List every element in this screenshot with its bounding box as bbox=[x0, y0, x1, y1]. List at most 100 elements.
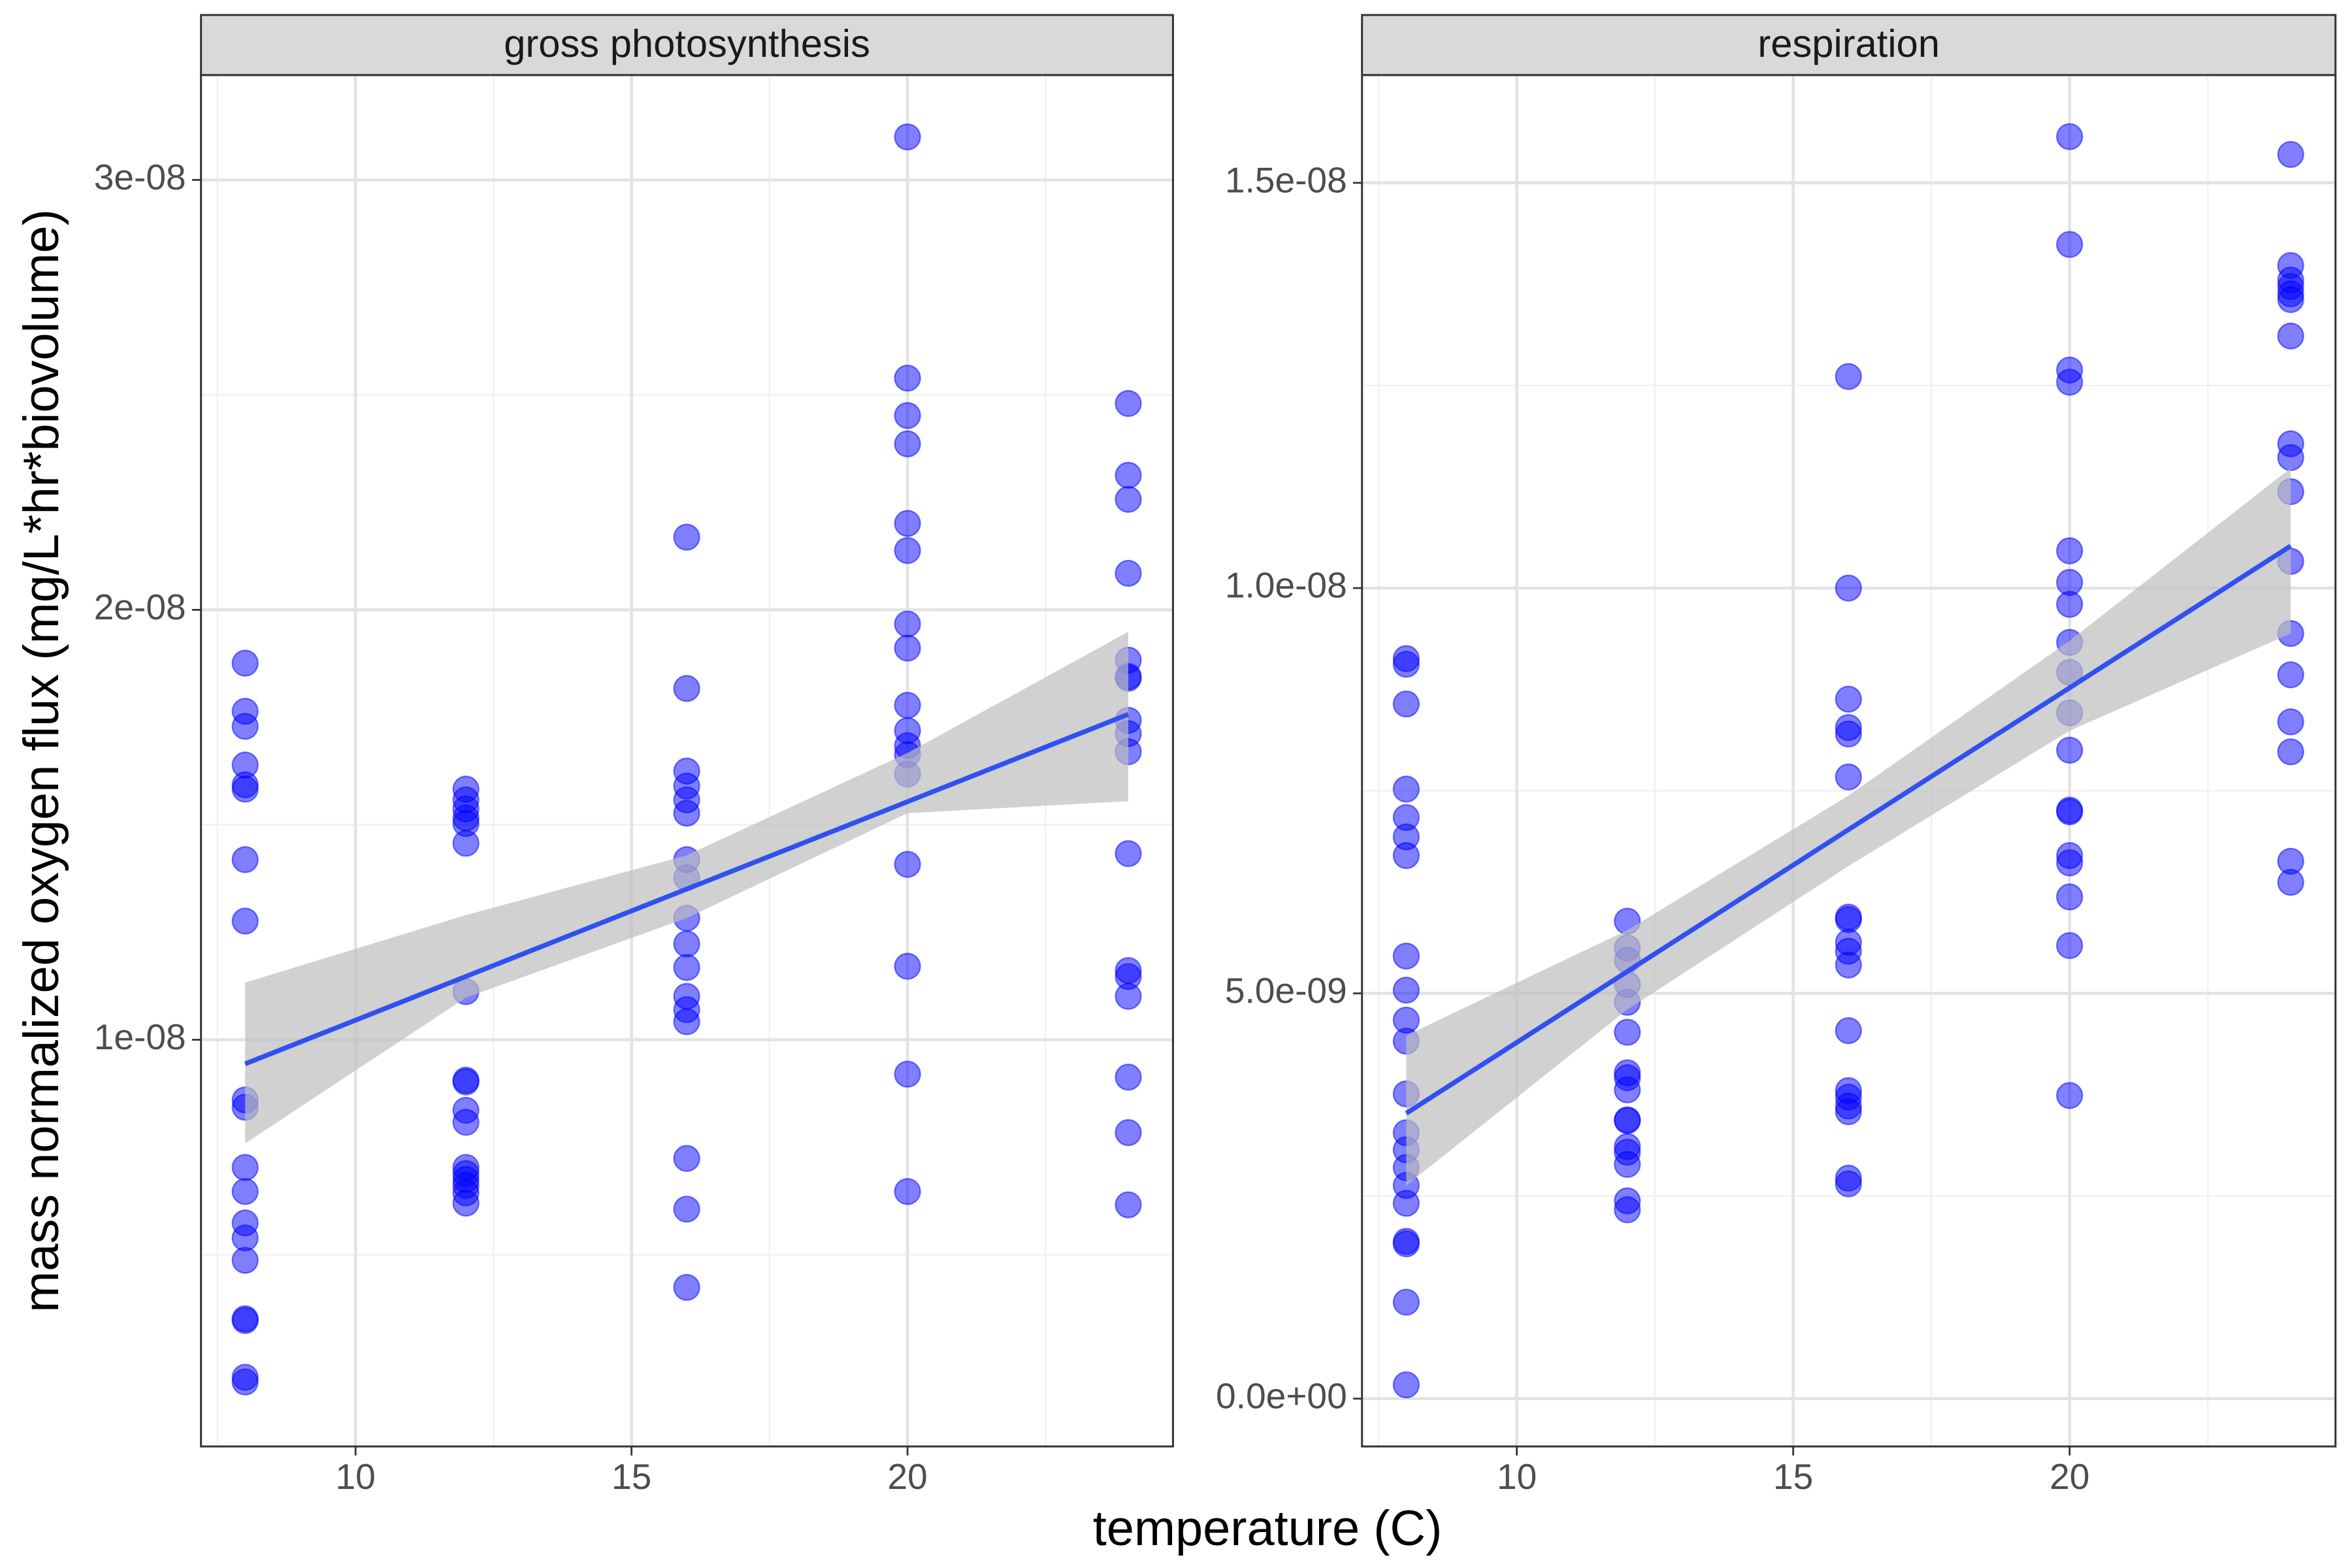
x-tick-label: 20 bbox=[2050, 1456, 2089, 1497]
data-point bbox=[1835, 685, 1862, 713]
x-tick-label: 10 bbox=[1497, 1456, 1537, 1497]
data-point bbox=[894, 1178, 921, 1205]
data-point bbox=[231, 776, 259, 803]
data-point bbox=[1392, 841, 1420, 870]
x-axis-title: temperature (C) bbox=[1093, 1501, 1443, 1556]
data-point bbox=[2056, 883, 2083, 911]
data-point bbox=[1115, 559, 1142, 587]
data-point bbox=[1614, 1019, 1641, 1046]
data-point bbox=[231, 846, 259, 874]
data-point bbox=[231, 1178, 259, 1205]
data-point bbox=[1115, 1064, 1142, 1091]
fit-line bbox=[244, 711, 1130, 1066]
data-point bbox=[452, 1109, 480, 1136]
data-point bbox=[1392, 1190, 1420, 1217]
data-point bbox=[1614, 1076, 1641, 1103]
data-point bbox=[673, 675, 700, 702]
data-point bbox=[1392, 1230, 1420, 1258]
data-point bbox=[2277, 322, 2304, 350]
y-tick-label: 5.0e-09 bbox=[1225, 970, 1347, 1011]
data-point bbox=[2056, 736, 2083, 764]
x-tick-label: 20 bbox=[887, 1456, 927, 1497]
strip-label: gross photosynthesis bbox=[504, 22, 870, 65]
y-tick-label: 0.0e+00 bbox=[1216, 1375, 1347, 1416]
data-point bbox=[452, 830, 480, 857]
data-point bbox=[2056, 123, 2083, 150]
data-point bbox=[894, 634, 921, 662]
data-point bbox=[894, 691, 921, 719]
data-point bbox=[1115, 983, 1142, 1010]
data-point bbox=[2056, 932, 2083, 959]
data-point bbox=[2277, 661, 2304, 689]
data-point bbox=[1392, 1371, 1420, 1399]
data-point bbox=[673, 1273, 700, 1301]
data-point bbox=[1835, 951, 1862, 979]
y-tick-label: 2e-08 bbox=[94, 587, 186, 627]
x-tick-label: 10 bbox=[336, 1456, 376, 1497]
data-point bbox=[231, 1247, 259, 1274]
data-point bbox=[1392, 651, 1420, 678]
data-point bbox=[1115, 1191, 1142, 1218]
panel: 10 15 20 1e-08 2e-08 3e-08 gross photosynthesi… bbox=[94, 14, 1174, 1497]
y-tick-label: 1e-08 bbox=[94, 1017, 186, 1057]
fit-line bbox=[1405, 544, 2293, 1116]
data-point bbox=[894, 510, 921, 537]
data-point bbox=[2056, 591, 2083, 618]
data-point bbox=[673, 800, 700, 827]
data-point bbox=[673, 1145, 700, 1172]
y-tick-label: 1.5e-08 bbox=[1225, 159, 1347, 200]
data-point bbox=[2277, 738, 2304, 766]
data-point bbox=[2277, 868, 2304, 896]
data-point bbox=[2056, 231, 2083, 258]
data-point bbox=[2056, 849, 2083, 877]
data-point bbox=[1835, 363, 1862, 391]
data-point bbox=[673, 930, 700, 958]
data-point bbox=[1835, 1017, 1862, 1045]
data-point bbox=[894, 1060, 921, 1088]
data-point bbox=[894, 402, 921, 429]
data-point bbox=[2056, 537, 2083, 564]
panel: 10 15 20 0.0e+00 5.0e-09 1.0e-08 1.5e-08 respir… bbox=[1216, 14, 2337, 1497]
strip-label: respiration bbox=[1757, 22, 1940, 65]
data-point bbox=[452, 1189, 480, 1217]
data-point bbox=[1835, 1098, 1862, 1126]
data-point bbox=[894, 365, 921, 392]
data-point bbox=[231, 713, 259, 740]
data-point bbox=[1835, 906, 1862, 934]
data-point bbox=[1392, 1288, 1420, 1316]
y-tick-label: 1.0e-08 bbox=[1225, 565, 1347, 606]
data-point bbox=[1392, 976, 1420, 1004]
data-point bbox=[2056, 1082, 2083, 1109]
data-point bbox=[894, 851, 921, 878]
data-point bbox=[1115, 840, 1142, 868]
data-point bbox=[231, 1154, 259, 1181]
data-point bbox=[231, 1307, 259, 1334]
data-point bbox=[2056, 368, 2083, 396]
data-point bbox=[1115, 1119, 1142, 1147]
data-point bbox=[1392, 776, 1420, 803]
data-point bbox=[1614, 1107, 1641, 1134]
data-point bbox=[673, 523, 700, 551]
data-point bbox=[2277, 708, 2304, 736]
data-point bbox=[894, 953, 921, 980]
data-point bbox=[2277, 444, 2304, 472]
data-point bbox=[1835, 763, 1862, 791]
data-point bbox=[1392, 690, 1420, 718]
data-point bbox=[231, 649, 259, 677]
x-tick-label: 15 bbox=[612, 1456, 651, 1497]
data-point bbox=[894, 536, 921, 564]
data-point bbox=[2277, 286, 2304, 314]
data-point bbox=[894, 430, 921, 458]
data-point bbox=[2277, 140, 2304, 169]
strip bbox=[1361, 14, 2337, 76]
strip bbox=[200, 14, 1174, 76]
data-point bbox=[894, 123, 921, 151]
data-point bbox=[894, 610, 921, 638]
data-point bbox=[1614, 1196, 1641, 1224]
y-tick-label: 3e-08 bbox=[94, 157, 186, 197]
data-point bbox=[231, 1368, 259, 1396]
data-point bbox=[1835, 720, 1862, 748]
y-axis-title: mass normalized oxygen flux (mg/L*hr*bio… bbox=[14, 209, 69, 1313]
